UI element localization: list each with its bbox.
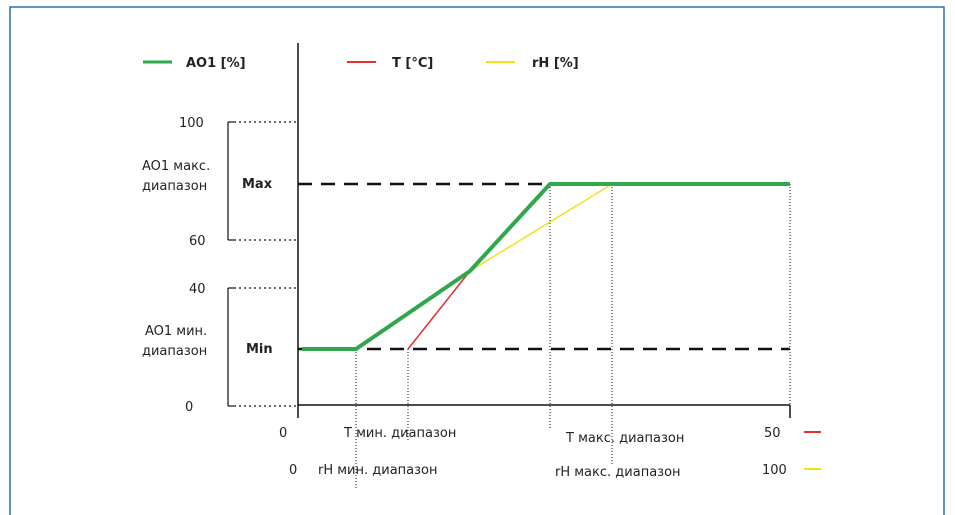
max-label: Max bbox=[242, 177, 273, 192]
y-tick-60: 60 bbox=[189, 234, 206, 249]
legend-label-humidity: rH [%] bbox=[532, 56, 579, 71]
range-brackets bbox=[227, 121, 234, 407]
y-tick-40: 40 bbox=[189, 282, 206, 297]
max-range-label-line2: диапазон bbox=[142, 179, 207, 194]
min-label: Min bbox=[246, 342, 273, 357]
rh-start-label: 0 bbox=[289, 463, 297, 478]
rh-end-label: 100 bbox=[762, 463, 787, 478]
vertical-dotted-guides bbox=[355, 184, 791, 488]
dotted-guides bbox=[234, 121, 298, 407]
diagram-frame bbox=[9, 6, 945, 515]
min-range-label-line2: диапазон bbox=[142, 344, 207, 359]
rh-max-range-label: rH макс. диапазон bbox=[555, 465, 681, 480]
rh-min-range-label: rH мин. диапазон bbox=[318, 463, 438, 478]
temperature-curve bbox=[407, 270, 471, 350]
legend-label-ao1: AO1 [%] bbox=[186, 56, 246, 71]
y-tick-0: 0 bbox=[185, 400, 193, 415]
t-min-range-label: T мин. диапазон bbox=[343, 426, 456, 441]
y-tick-100: 100 bbox=[179, 116, 204, 131]
t-start-label: 0 bbox=[279, 426, 287, 441]
min-range-label-line1: AO1 мин. bbox=[145, 324, 207, 339]
max-range-label-line1: AO1 макс. bbox=[142, 159, 210, 174]
ao1-output-curve bbox=[302, 182, 790, 351]
legend-label-temperature: T [°C] bbox=[392, 56, 433, 71]
humidity-curve bbox=[469, 183, 613, 272]
t-end-label: 50 bbox=[764, 426, 781, 441]
t-max-range-label: T макс. диапазон bbox=[565, 431, 684, 446]
